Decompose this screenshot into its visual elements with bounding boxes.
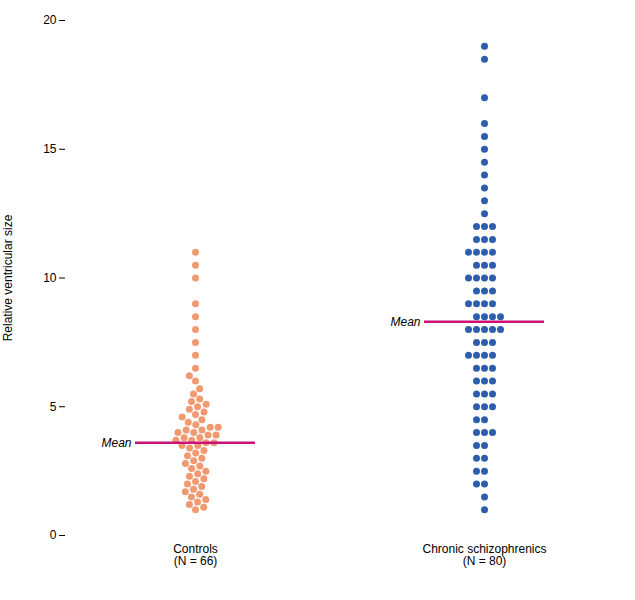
svg-text:10: 10 bbox=[43, 271, 57, 285]
svg-text:Relative ventricular size: Relative ventricular size bbox=[1, 214, 15, 341]
svg-text:5: 5 bbox=[50, 400, 57, 414]
svg-text:Controls(N = 66): Controls(N = 66) bbox=[173, 542, 218, 568]
svg-text:15: 15 bbox=[43, 142, 57, 156]
svg-text:0: 0 bbox=[50, 528, 57, 542]
svg-text:Mean: Mean bbox=[390, 315, 420, 329]
svg-text:Chronic schizophrenics(N = 80): Chronic schizophrenics(N = 80) bbox=[422, 542, 546, 568]
svg-text:Mean: Mean bbox=[101, 436, 131, 450]
svg-text:20: 20 bbox=[43, 13, 57, 27]
